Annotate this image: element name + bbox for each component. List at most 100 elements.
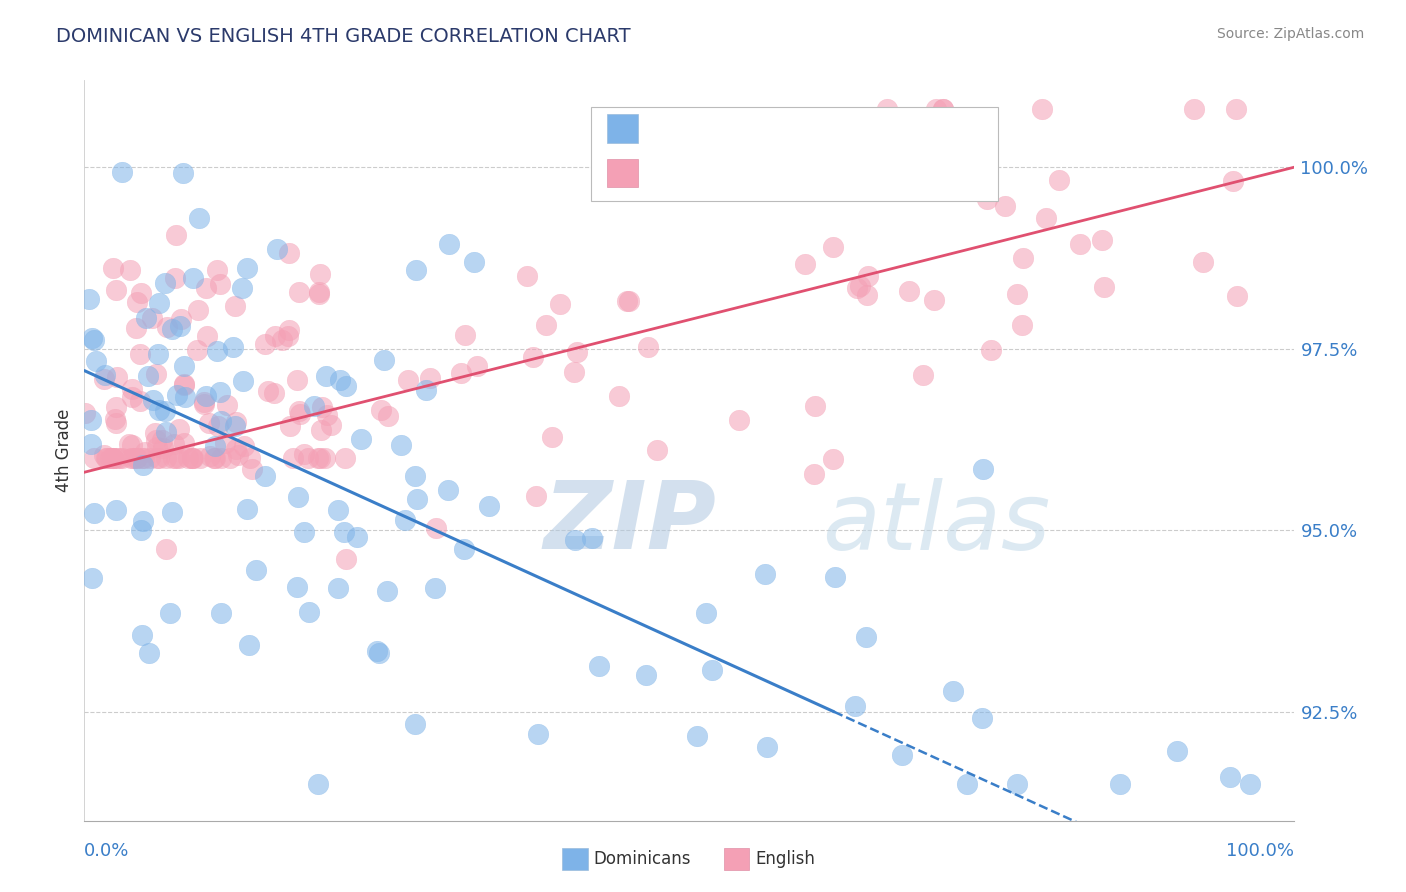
Point	[96, 450, 118, 465]
Point	[314, 450, 336, 465]
Point	[155, 450, 177, 465]
Text: N =: N =	[766, 163, 806, 181]
Point	[437, 236, 460, 251]
Point	[125, 450, 148, 465]
Point	[173, 436, 195, 450]
Point	[134, 444, 156, 458]
Point	[214, 435, 236, 450]
Point	[1219, 770, 1241, 784]
Point	[224, 419, 246, 434]
Point	[194, 280, 217, 294]
Point	[96, 450, 118, 465]
Point	[1225, 103, 1247, 117]
Point	[645, 443, 668, 458]
Point	[218, 450, 240, 465]
Text: 0.0%: 0.0%	[84, 842, 129, 861]
Point	[172, 166, 194, 180]
Point	[754, 566, 776, 581]
Point	[1166, 744, 1188, 758]
Point	[155, 542, 177, 557]
Point	[1035, 211, 1057, 225]
Point	[270, 334, 292, 348]
Point	[135, 310, 157, 325]
Point	[165, 270, 187, 285]
Point	[281, 450, 304, 465]
Point	[118, 437, 141, 451]
Point	[128, 394, 150, 409]
Point	[222, 340, 245, 354]
Point	[377, 409, 399, 424]
Point	[700, 663, 723, 677]
Point	[77, 293, 100, 307]
Point	[333, 450, 356, 465]
Point	[453, 542, 475, 557]
Point	[162, 450, 184, 465]
Point	[1225, 289, 1247, 303]
Point	[396, 374, 419, 388]
Point	[321, 418, 343, 433]
Point	[93, 371, 115, 385]
Point	[162, 437, 184, 451]
Point	[105, 369, 128, 384]
Point	[208, 384, 231, 399]
Point	[1182, 103, 1205, 117]
Point	[297, 450, 319, 465]
Point	[686, 729, 709, 743]
Point	[280, 419, 302, 434]
Point	[146, 440, 169, 454]
Point	[311, 400, 333, 414]
Point	[326, 503, 349, 517]
Point	[80, 412, 103, 426]
Point	[562, 365, 585, 379]
Point	[169, 312, 191, 326]
Point	[256, 384, 278, 398]
Point	[264, 328, 287, 343]
Point	[389, 438, 412, 452]
Point	[193, 397, 215, 411]
Point	[209, 606, 232, 620]
Point	[453, 327, 475, 342]
Point	[254, 468, 277, 483]
Point	[890, 748, 912, 763]
Point	[125, 321, 148, 335]
Point	[912, 368, 935, 382]
Point	[236, 502, 259, 516]
Point	[80, 571, 103, 585]
Point	[607, 389, 630, 403]
Point	[1108, 777, 1130, 791]
Point	[308, 287, 330, 301]
Point	[129, 347, 152, 361]
Point	[181, 270, 204, 285]
Point	[315, 408, 337, 422]
Point	[263, 386, 285, 401]
Point	[463, 255, 485, 269]
Point	[84, 353, 107, 368]
Point	[94, 368, 117, 383]
Point	[540, 430, 562, 444]
Point	[876, 103, 898, 117]
Point	[160, 505, 183, 519]
Point	[564, 533, 586, 547]
Point	[425, 521, 447, 535]
Point	[367, 646, 389, 660]
Point	[181, 450, 204, 465]
Point	[373, 352, 395, 367]
Point	[148, 347, 170, 361]
Point	[980, 343, 1002, 357]
Point	[333, 524, 356, 539]
Point	[309, 423, 332, 437]
Point	[1069, 236, 1091, 251]
Text: ZIP: ZIP	[544, 477, 717, 569]
Point	[277, 323, 299, 337]
Point	[335, 552, 357, 566]
Point	[73, 406, 96, 420]
Point	[108, 450, 131, 465]
Point	[437, 483, 460, 497]
Point	[636, 667, 658, 681]
Point	[404, 469, 426, 483]
Point	[225, 415, 247, 429]
Point	[972, 462, 994, 476]
Point	[695, 606, 717, 620]
Point	[167, 422, 190, 436]
Point	[159, 606, 181, 620]
